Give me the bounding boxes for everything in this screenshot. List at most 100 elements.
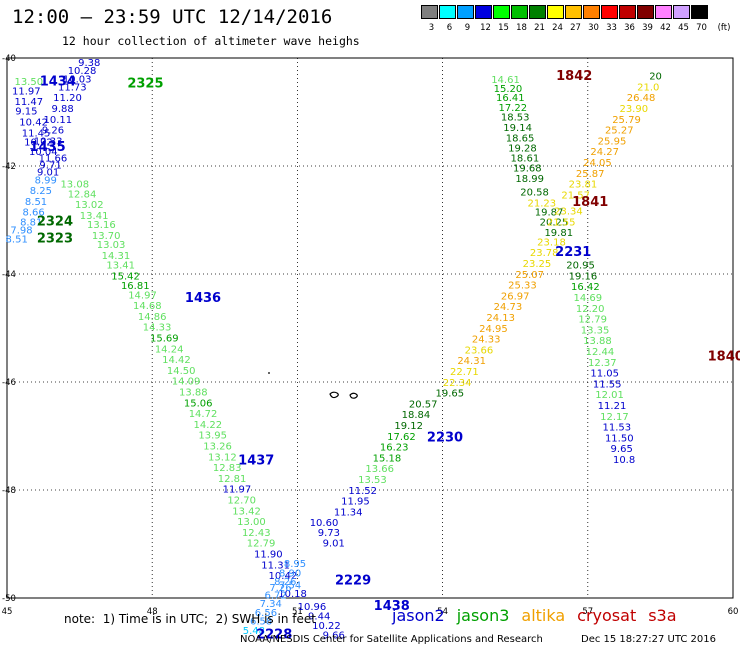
pass-time-label: 2229 — [335, 574, 371, 589]
generated-timestamp: Dec 15 18:27:27 UTC 2016 — [581, 634, 716, 645]
satellite-legend: jason2 jason3 altika cryosat s3a — [392, 606, 689, 625]
swh-value: 19.68 — [513, 163, 542, 174]
pass-labels: 1434 2325 1435 2324 2323 1436 1437 2229 2228 1438… — [30, 69, 740, 642]
swh-value: 10.33 — [34, 136, 63, 147]
swh-value: 25.87 — [576, 169, 605, 180]
island-outline — [349, 392, 358, 399]
swh-value: 8.25 — [30, 186, 52, 197]
swh-value: 9.15 — [15, 107, 37, 118]
swh-value: 15.69 — [150, 334, 179, 345]
pass-time-label: 1840 — [708, 349, 740, 364]
swh-value: 24.27 — [590, 147, 619, 158]
swh-value: 9.71 — [39, 161, 61, 172]
legend-swatch — [691, 5, 708, 19]
pass-time-label: 1842 — [556, 69, 592, 84]
swh-value: 14.61 — [491, 75, 520, 86]
legend-swatch — [583, 5, 600, 19]
legend-label: 9 — [464, 23, 471, 33]
legend-swatch — [619, 5, 636, 19]
swh-value: 11.97 — [223, 485, 252, 496]
pass-time-label: 1434 — [40, 75, 76, 90]
legend-label: 45 — [678, 23, 689, 33]
swh-value: 12.37 — [588, 358, 617, 369]
lat-tick-label: -48 — [2, 486, 16, 496]
swh-value: 7.34 — [260, 599, 282, 610]
swh-value: 18.84 — [402, 410, 431, 421]
legend-swatch — [457, 5, 474, 19]
swh-value: 13.95 — [198, 431, 227, 442]
swh-value: 13.53 — [358, 475, 387, 486]
swh-value: 14.69 — [573, 293, 602, 304]
swh-value: 24.31 — [457, 356, 486, 367]
swh-value: 14.72 — [189, 409, 218, 420]
swh-value: 22.71 — [450, 367, 479, 378]
swh-value: 12.84 — [68, 189, 97, 200]
swh-value: 8.66 — [22, 208, 44, 219]
pass-time-label: 1435 — [30, 140, 66, 155]
swh-value: 10.18 — [278, 589, 307, 600]
axis-tick-labels: 45 48 51 54 57 60 -40 -42 -44 -46 -48 -50 — [2, 54, 739, 617]
swh-value: 9.01 — [37, 168, 59, 179]
swh-value: 24.95 — [479, 324, 508, 335]
satellite-name: cryosat — [577, 606, 637, 625]
swh-value: 13.02 — [75, 200, 104, 211]
legend-label: 70 — [696, 23, 707, 33]
lat-tick-label: -50 — [2, 594, 16, 604]
swh-value: 5.48 — [243, 626, 265, 637]
swh-value: 11.47 — [14, 97, 43, 108]
map-title: 12:00 – 23:59 UTC 12/14/2016 — [12, 6, 333, 28]
swh-value: 14.97 — [128, 290, 157, 301]
legend-label: 21 — [534, 23, 545, 33]
map-frame — [6, 57, 734, 599]
swh-value: 23.66 — [465, 345, 494, 356]
swh-value: 8.99 — [35, 175, 57, 186]
swh-value: 20.57 — [409, 399, 438, 410]
swh-value: 18.99 — [515, 174, 544, 185]
swh-value: 12.44 — [586, 347, 615, 358]
swh-value: 26.48 — [627, 93, 656, 104]
swh-value: 13.42 — [232, 506, 261, 517]
lon-tick-label: 60 — [728, 607, 739, 617]
swh-value: 19.81 — [544, 228, 573, 239]
swh-value: 11.34 — [334, 507, 363, 518]
legend-label: 33 — [606, 23, 617, 33]
pass-time-label: 1841 — [572, 195, 608, 210]
swh-value: 10.03 — [63, 74, 92, 85]
swh-value: 9.66 — [323, 631, 345, 642]
lat-tick-label: -42 — [2, 162, 16, 172]
swh-value: 25.33 — [508, 281, 537, 292]
swh-value: 12.43 — [242, 528, 271, 539]
swh-value: 19.65 — [436, 389, 465, 400]
swh-value: 11.05 — [590, 369, 619, 380]
swh-value: 11.97 — [12, 87, 41, 98]
swh-value: 13.00 — [237, 517, 266, 528]
swh-value: 9.44 — [308, 612, 330, 623]
swh-value: 19.28 — [508, 143, 537, 154]
swh-value: 14.50 — [167, 366, 196, 377]
swh-value: 8.51 — [25, 197, 47, 208]
swh-value: 12.20 — [576, 304, 605, 315]
pass-time-label: 2324 — [37, 214, 73, 229]
legend-label: 36 — [624, 23, 635, 33]
swh-value: 20 — [649, 72, 662, 83]
swh-value: 21.55 — [547, 217, 576, 228]
swh-value: 19.14 — [503, 123, 532, 134]
swh-value: 10.60 — [310, 518, 339, 529]
swh-value: 11.53 — [603, 423, 632, 434]
swh-value: 11.95 — [341, 497, 370, 508]
swh-value: 9.26 — [42, 126, 64, 137]
pass-time-label: 2323 — [37, 232, 73, 247]
swh-value: 22.34 — [443, 378, 472, 389]
swh-value: 11.66 — [39, 154, 68, 165]
swh-value: 23.18 — [537, 237, 566, 248]
swh-value: 15.06 — [184, 398, 213, 409]
swh-value: 9.01 — [323, 539, 345, 550]
swh-value: 18.65 — [506, 134, 535, 145]
swh-value: 10.42 — [19, 118, 48, 129]
legend-swatch — [511, 5, 528, 19]
swh-value: 10.04 — [29, 147, 58, 158]
swh-value: 18.61 — [511, 154, 540, 165]
swh-value: 13.50 — [14, 77, 43, 88]
swh-value: 12.79 — [247, 539, 276, 550]
lon-tick-label: 57 — [582, 607, 593, 617]
